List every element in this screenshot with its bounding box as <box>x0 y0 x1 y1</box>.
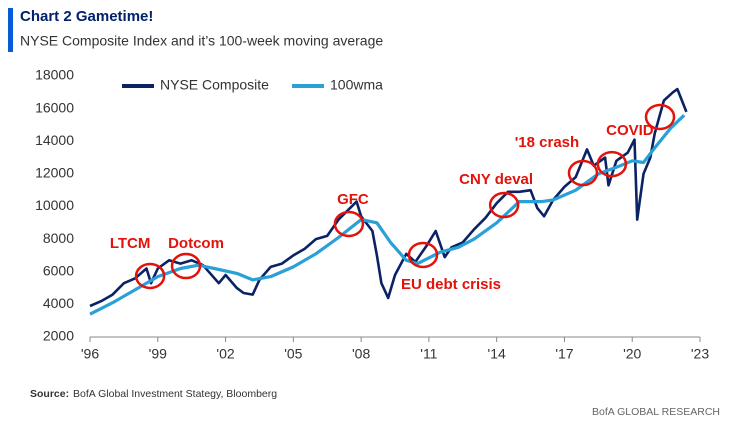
legend-label: NYSE Composite <box>160 77 269 93</box>
x-tick-label: '02 <box>216 346 234 362</box>
annotation-label: Dotcom <box>168 235 224 252</box>
x-tick-label: '08 <box>352 346 370 362</box>
annotation-label: GFC <box>337 191 369 208</box>
source-label: Source: <box>30 388 69 400</box>
annotation-circle <box>488 191 520 219</box>
y-tick-label: 4000 <box>43 295 74 311</box>
chart-subtitle: NYSE Composite Index and it’s 100-week m… <box>20 33 383 49</box>
series-line <box>89 87 688 308</box>
y-tick-label: 16000 <box>35 99 74 115</box>
y-tick-label: 12000 <box>35 165 74 181</box>
series-line <box>89 114 686 316</box>
annotation-circle <box>333 210 365 238</box>
annotation-circle <box>407 241 439 269</box>
annotation-label: '18 crash <box>515 134 579 151</box>
annotation-circle <box>567 159 599 187</box>
x-tick-label: '96 <box>81 346 99 362</box>
legend-label: 100wma <box>330 77 383 93</box>
annotation-label: COVID <box>606 122 654 139</box>
x-tick-label: '11 <box>420 346 437 362</box>
y-tick-label: 18000 <box>35 67 74 83</box>
x-tick-label: '23 <box>691 346 709 362</box>
source: BofA Global Investment Stategy, Bloomber… <box>73 388 277 400</box>
x-tick-label: '05 <box>284 346 302 362</box>
chart-title: Chart 2 Gametime! <box>20 8 153 25</box>
x-tick-label: '14 <box>488 346 506 362</box>
annotation-label: CNY deval <box>459 171 533 188</box>
annotation-circle <box>134 262 166 290</box>
y-tick-label: 2000 <box>43 328 74 344</box>
brand: BofA GLOBAL RESEARCH <box>592 406 720 418</box>
annotation-label: EU debt crisis <box>401 276 501 293</box>
annotation-label: LTCM <box>110 235 151 252</box>
x-tick-label: '99 <box>149 346 167 362</box>
annotation-circle <box>644 103 676 131</box>
x-tick-label: '17 <box>555 346 573 362</box>
annotation-circle <box>596 150 628 178</box>
annotation-circle <box>170 252 202 280</box>
y-tick-label: 14000 <box>35 132 74 148</box>
x-tick-label: '20 <box>623 346 641 362</box>
y-tick-label: 10000 <box>35 197 74 213</box>
title-bar <box>8 8 13 52</box>
y-tick-label: 6000 <box>43 262 74 278</box>
y-tick-label: 8000 <box>43 230 74 246</box>
